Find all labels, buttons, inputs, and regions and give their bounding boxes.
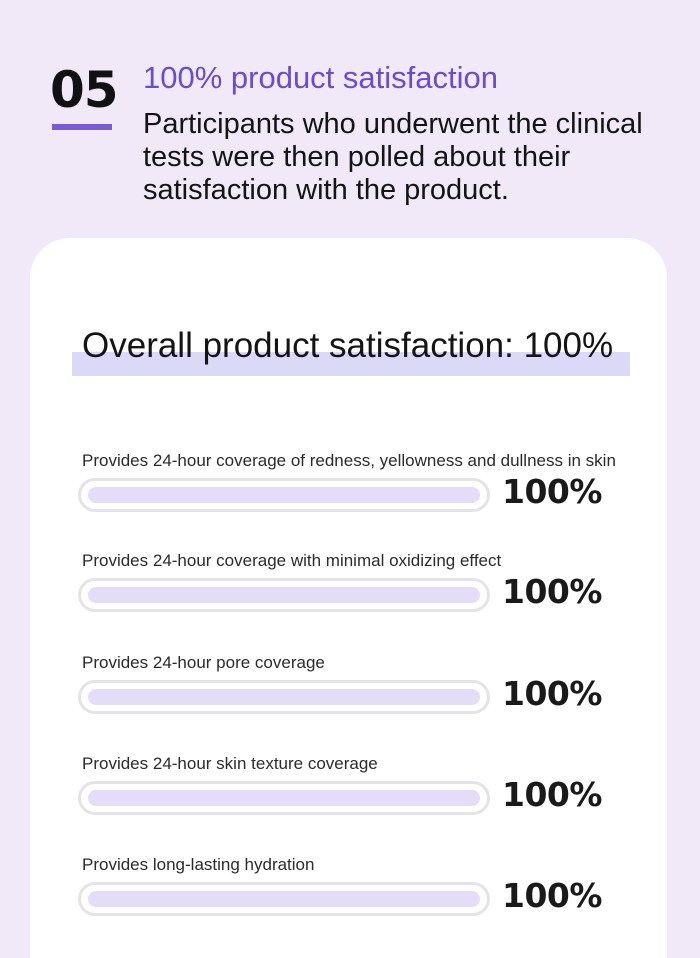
progress-bar-fill [88,790,480,806]
progress-bar-track [78,478,490,512]
item-label: Provides 24-hour pore coverage [82,653,325,672]
item-value: 100% [502,876,602,915]
overall-satisfaction: Overall product satisfaction: 100% [72,320,630,376]
item-label: Provides 24-hour skin texture coverage [82,754,378,773]
item-value: 100% [502,472,602,511]
step-number: 05 [50,61,119,119]
progress-bar-fill [88,587,480,603]
header-section: 05 100% product satisfaction Participant… [0,0,700,240]
progress-bar-track [78,781,490,815]
step-underline [52,124,112,130]
item-label: Provides long-lasting hydration [82,855,315,874]
item-label: Provides 24-hour coverage of redness, ye… [82,451,616,470]
progress-bar-track [78,680,490,714]
satisfaction-item: Provides 24-hour skin texture coverage 1… [78,753,668,829]
progress-bar-fill [88,891,480,907]
satisfaction-item: Provides long-lasting hydration 100% [78,854,668,930]
section-description: Participants who underwent the clinical … [143,108,643,206]
item-value: 100% [502,775,602,814]
section-title: 100% product satisfaction [143,60,498,95]
progress-bar-track [78,882,490,916]
item-value: 100% [502,572,602,611]
progress-bar-fill [88,487,480,503]
satisfaction-item: Provides 24-hour coverage with minimal o… [78,550,668,626]
satisfaction-item: Provides 24-hour pore coverage 100% [78,652,668,728]
overall-highlight [72,352,630,376]
overall-satisfaction-label: Overall product satisfaction: 100% [82,326,614,365]
item-label: Provides 24-hour coverage with minimal o… [82,551,502,570]
item-value: 100% [502,674,602,713]
progress-bar-fill [88,689,480,705]
progress-bar-track [78,578,490,612]
satisfaction-item: Provides 24-hour coverage of redness, ye… [78,450,668,526]
